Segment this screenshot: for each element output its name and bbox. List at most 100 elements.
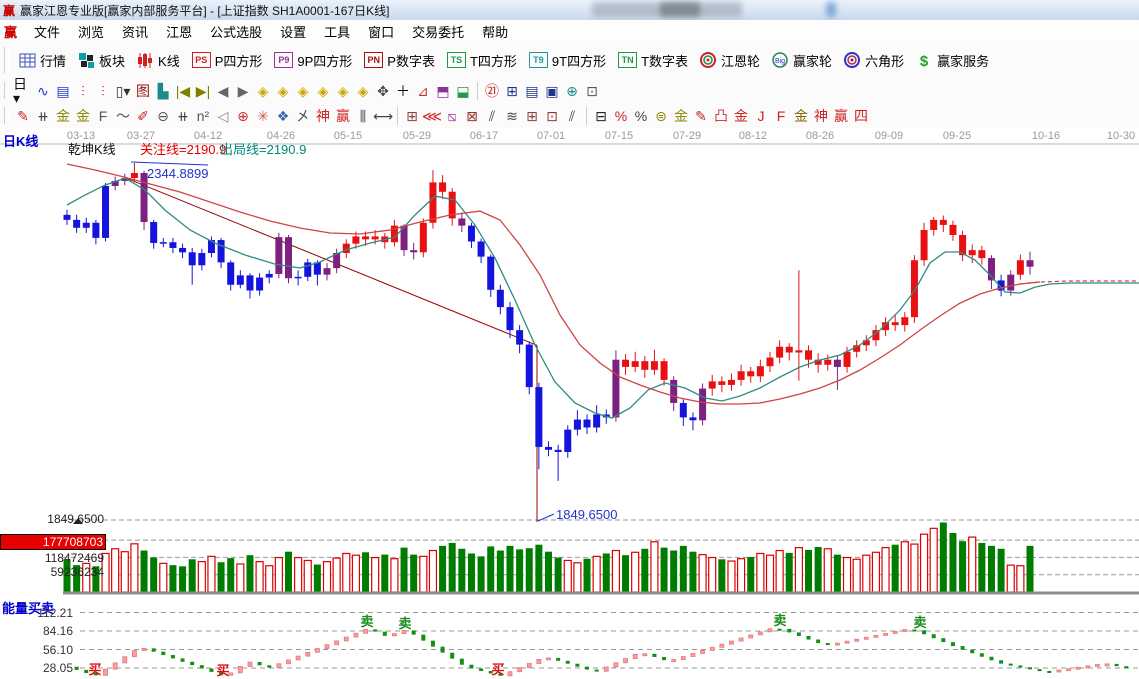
hatch2-icon[interactable]: ⧺	[177, 107, 189, 124]
web-icon[interactable]: ⊕	[566, 82, 578, 99]
square-num-icon[interactable]: n²	[196, 107, 210, 124]
first-icon[interactable]: |◀	[175, 82, 191, 99]
last-icon[interactable]: ▶|	[195, 82, 211, 99]
percent-icon[interactable]: %	[634, 107, 648, 124]
toolbar-button-江恩轮[interactable]: 江恩轮	[694, 49, 766, 72]
shen-angle-icon[interactable]: 神	[814, 107, 828, 124]
chart-image-icon[interactable]: 图	[136, 82, 150, 99]
j-angle-icon[interactable]: J	[757, 107, 765, 124]
hatch-icon[interactable]: ⧺	[37, 107, 49, 124]
calendar-icon[interactable]: ㉑	[485, 82, 499, 99]
toolbar-button-T四方形[interactable]: TS T四方形	[441, 49, 523, 72]
grid-box-icon[interactable]: ⊞	[406, 107, 418, 124]
zoom-in-icon[interactable]: ◈	[277, 82, 289, 99]
parallel2-icon[interactable]: ⫽	[568, 107, 576, 124]
toolbar-button-label: 江恩轮	[721, 53, 761, 69]
measure-icon[interactable]: ⟷	[372, 107, 394, 124]
cycle-icon[interactable]: ⊖	[157, 107, 169, 124]
spiral-icon[interactable]: 〜	[116, 107, 130, 124]
prev-icon[interactable]: ◀	[217, 82, 229, 99]
toolbar-button-K线[interactable]: K线	[131, 49, 186, 72]
zoom-out-icon[interactable]: ◈	[257, 82, 269, 99]
tool-green-icon[interactable]: ⬓	[456, 82, 470, 99]
target-icon[interactable]: ⊕	[237, 107, 249, 124]
save-icon[interactable]: ▣	[545, 82, 559, 99]
percent-red-icon[interactable]: %	[614, 107, 628, 124]
grid3-icon[interactable]: ⊡	[546, 107, 558, 124]
workstation-icon[interactable]: ⊡	[586, 82, 598, 99]
wave-icon[interactable]: ≋	[506, 107, 518, 124]
toolbar-button-行情[interactable]: 行情	[13, 49, 72, 72]
gold-red-icon[interactable]: 金	[734, 107, 748, 124]
curve-icon[interactable]: ∿	[37, 82, 49, 99]
toolbar-button-label: 9P四方形	[297, 53, 353, 69]
shen-icon[interactable]: 神	[316, 107, 330, 124]
rays-icon[interactable]: ⋘	[422, 107, 442, 124]
pen-icon[interactable]: ✎	[17, 107, 29, 124]
expand-h-icon[interactable]: ◈	[297, 82, 309, 99]
fibo-icon[interactable]: F	[98, 107, 108, 124]
color-chart-icon[interactable]: ▙	[157, 82, 169, 99]
web-red-icon[interactable]: ✳	[257, 107, 269, 124]
angle-icon[interactable]: ⊿	[417, 82, 429, 99]
menu-item-7[interactable]: 窗口	[368, 24, 395, 40]
angle-fan-icon[interactable]: ◁	[217, 107, 229, 124]
expand-v-icon[interactable]: ◈	[337, 82, 349, 99]
menu-item-4[interactable]: 公式选股	[210, 24, 263, 40]
toolbar-button-赢家服务[interactable]: $ 赢家服务	[910, 49, 995, 72]
ying-angle-icon[interactable]: 赢	[834, 107, 848, 124]
tool-purple-icon[interactable]: ⬒	[436, 82, 450, 99]
wave-a-icon[interactable]: 凸	[714, 107, 728, 124]
pen2-icon[interactable]: ✎	[695, 107, 707, 124]
crosshair-icon[interactable]: ＋	[396, 82, 410, 99]
gold-angle-icon[interactable]: 金	[794, 107, 808, 124]
ying-icon[interactable]: 赢	[336, 107, 350, 124]
notes-icon[interactable]: ▤	[525, 82, 539, 99]
grid2-icon[interactable]: ⊞	[526, 107, 538, 124]
ray-box-icon[interactable]: ⧅	[447, 107, 457, 124]
toolbar-button-板块[interactable]: 板块	[72, 49, 131, 72]
bars9-icon[interactable]: ⫶	[101, 82, 105, 99]
chart-canvas[interactable]: 03-13 03-27 04-12 04-26 05-15 05-29 06-17 07-01…	[0, 128, 1139, 678]
period-selector[interactable]: 日▾	[13, 75, 27, 106]
menu-item-3[interactable]: 江恩	[166, 24, 193, 40]
levels-icon[interactable]: ⊟	[595, 107, 607, 124]
toolbar-button-六角形[interactable]: 六角形	[838, 49, 910, 72]
four-angle-icon[interactable]: 四	[854, 107, 868, 124]
menu-item-2[interactable]: 资讯	[122, 24, 149, 40]
menu-item-8[interactable]: 交易委托	[412, 24, 465, 40]
menu-item-9[interactable]: 帮助	[482, 24, 509, 40]
next-icon[interactable]: ▶	[237, 82, 249, 99]
toolbar-button-P数字表[interactable]: PN P数字表	[358, 49, 441, 72]
toolbar-button-P四方形[interactable]: PS P四方形	[186, 49, 269, 72]
toolbar-button-T数字表[interactable]: TN T数字表	[612, 49, 694, 72]
gold-circle-icon[interactable]: ⊜	[655, 107, 667, 124]
toolbar-button-赢家轮[interactable]: Big 赢家轮	[766, 49, 838, 72]
web-box-icon[interactable]: ⊠	[466, 107, 478, 124]
sell-signal-label: 卖	[360, 614, 374, 630]
bars3-icon[interactable]: ⫶	[81, 82, 85, 99]
gold-levels-icon[interactable]: 金	[674, 107, 688, 124]
web-blue-icon[interactable]: ❖	[276, 107, 290, 124]
menu-item-6[interactable]: 工具	[324, 24, 351, 40]
candle-style-icon[interactable]: ▯▾	[115, 82, 131, 99]
list-icon[interactable]: ▤	[56, 82, 70, 99]
menu-item-5[interactable]: 设置	[280, 24, 307, 40]
f-angle-icon[interactable]: F	[776, 107, 786, 124]
menu-item-1[interactable]: 浏览	[78, 24, 105, 40]
brush-icon[interactable]: ✐	[137, 107, 149, 124]
gold-line2-icon[interactable]: 金	[76, 107, 90, 124]
parallel-icon[interactable]: ⫽	[488, 107, 496, 124]
menu-item-0[interactable]: 文件	[34, 24, 61, 40]
calculator-icon[interactable]: ⊞	[506, 82, 518, 99]
hand-icon[interactable]: ✥	[377, 82, 389, 99]
kline-chart[interactable]	[0, 128, 1139, 678]
toolbar-button-9P四方形[interactable]: P9 9P四方形	[268, 49, 358, 72]
kline-mark-icon[interactable]: 㐅	[296, 107, 310, 124]
shrink-v-icon[interactable]: ◈	[357, 82, 369, 99]
shrink-h-icon[interactable]: ◈	[317, 82, 329, 99]
toolbar-button-9T四方形[interactable]: T9 9T四方形	[523, 49, 612, 72]
count-lines-icon[interactable]: ⫼	[359, 107, 367, 124]
gold-line-icon[interactable]: 金	[56, 107, 70, 124]
volume-axis-label: 118472469	[44, 551, 104, 565]
